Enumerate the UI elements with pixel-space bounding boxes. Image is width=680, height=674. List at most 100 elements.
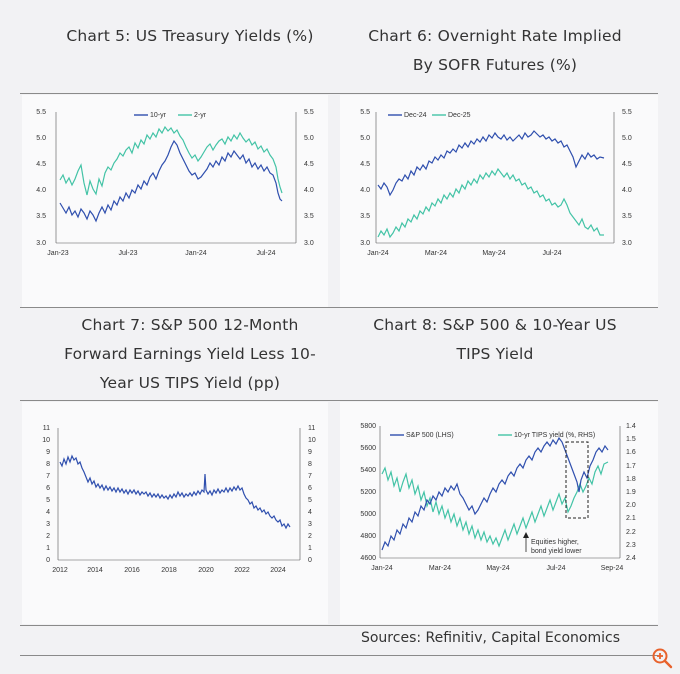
c7-yl-tick: 2 <box>46 533 50 540</box>
chart5-panel: 5.5 5.0 4.5 4.0 3.5 3.0 5.5 5.0 4.5 4.0 … <box>22 95 328 307</box>
c8-yl-tick: 5000 <box>360 511 376 518</box>
c6-yl-tick: 4.5 <box>360 161 370 168</box>
sources-note: Sources: Refinitiv, Capital Economics <box>360 630 620 646</box>
c6-yl-tick: 5.5 <box>360 109 370 116</box>
c5-yr-tick: 5.5 <box>304 109 314 116</box>
c6-yr-tick: 3.5 <box>622 213 632 220</box>
divider-top <box>20 93 658 94</box>
divider-bottom-2 <box>20 655 658 656</box>
c5-yl-tick: 5.0 <box>36 135 46 142</box>
c5-series-2yr <box>59 125 283 196</box>
c5-legend-2yr: 2-yr <box>194 112 207 119</box>
c8-y-left-ticks: 5800 5600 5400 5200 5000 4800 4600 <box>360 423 376 562</box>
c5-yl-tick: 3.0 <box>36 240 46 247</box>
c6-yr-tick: 5.5 <box>622 109 632 116</box>
chart8-panel: 5800 5600 5400 5200 5000 4800 4600 1.4 1… <box>340 402 658 624</box>
divider-middle-1 <box>20 307 658 308</box>
c8-yl-tick: 4600 <box>360 555 376 562</box>
c6-x-ticks: Jan-24 Mar-24 May-24 Jul-24 <box>367 250 561 257</box>
c7-yr-tick: 6 <box>308 485 312 492</box>
chart8-svg: 5800 5600 5400 5200 5000 4800 4600 1.4 1… <box>360 423 636 572</box>
c7-x-tick: 2020 <box>198 567 214 574</box>
c7-x-tick: 2018 <box>161 567 177 574</box>
divider-middle-2 <box>20 400 658 401</box>
chart7-title-line1: Chart 7: S&P 500 12-Month <box>81 316 299 334</box>
chart6-panel: 5.5 5.0 4.5 4.0 3.5 3.0 5.5 5.0 4.5 4.0 … <box>340 95 658 307</box>
c5-legend: 10-yr 2-yr <box>134 112 207 119</box>
c7-x-tick: 2024 <box>270 567 286 574</box>
c7-yr-tick: 7 <box>308 473 312 480</box>
chart5-svg: 5.5 5.0 4.5 4.0 3.5 3.0 5.5 5.0 4.5 4.0 … <box>36 109 314 257</box>
c8-x-ticks: Jan-24 Mar-24 May-24 Jul-24 Sep-24 <box>371 565 623 572</box>
c7-yl-tick: 9 <box>46 449 50 456</box>
c7-x-tick: 2014 <box>87 567 103 574</box>
c8-yr-tick: 1.6 <box>626 449 636 456</box>
c7-yr-tick: 0 <box>308 557 312 564</box>
c7-y-right-ticks: 11 10 9 8 7 6 5 4 3 2 1 0 <box>308 425 316 564</box>
chart5-y-left-ticks: 5.5 5.0 4.5 4.0 3.5 3.0 <box>36 109 46 247</box>
c8-yl-tick: 5800 <box>360 423 376 430</box>
c8-yr-tick: 2.0 <box>626 502 636 509</box>
c7-yl-tick: 8 <box>46 461 50 468</box>
c5-yr-tick: 3.0 <box>304 240 314 247</box>
chart8-title-line1: Chart 8: S&P 500 & 10-Year US <box>373 316 617 334</box>
c7-yr-tick: 5 <box>308 497 312 504</box>
c7-x-tick: 2016 <box>124 567 140 574</box>
c8-annotation: Equities higher, bond yield lower <box>523 532 582 555</box>
chart5-y-right-ticks: 5.5 5.0 4.5 4.0 3.5 3.0 <box>304 109 314 247</box>
c6-yl-tick: 4.0 <box>360 187 370 194</box>
c7-yr-tick: 11 <box>308 425 315 432</box>
chart8-title: Chart 8: S&P 500 & 10-Year US TIPS Yield <box>340 311 650 369</box>
c8-x-tick: Jan-24 <box>371 565 393 572</box>
c8-yr-tick: 1.9 <box>626 489 636 496</box>
c8-series-sp500 <box>381 436 609 551</box>
c8-yr-tick: 1.8 <box>626 476 636 483</box>
c5-yl-tick: 4.0 <box>36 187 46 194</box>
chart5-title: Chart 5: US Treasury Yields (%) <box>66 27 314 45</box>
c5-yl-tick: 5.5 <box>36 109 46 116</box>
c8-x-tick: May-24 <box>486 565 509 572</box>
c5-x-ticks: Jan-23 Jul-23 Jan-24 Jul-24 <box>47 250 275 257</box>
c7-yr-tick: 3 <box>308 521 312 528</box>
c8-annotation-line2: bond yield lower <box>531 548 582 555</box>
c5-x-tick: Jul-24 <box>256 250 275 257</box>
c7-x-tick: 2022 <box>234 567 250 574</box>
c5-x-tick: Jan-23 <box>47 250 69 257</box>
c7-yr-tick: 2 <box>308 533 312 540</box>
c7-yr-tick: 9 <box>308 449 312 456</box>
c5-series-10yr <box>59 139 283 223</box>
c8-yl-tick: 4800 <box>360 533 376 540</box>
c6-yl-tick: 3.0 <box>360 240 370 247</box>
c5-yl-tick: 4.5 <box>36 161 46 168</box>
c8-yr-tick: 1.7 <box>626 463 636 470</box>
chart7-title-line2: Forward Earnings Yield Less 10- <box>64 345 316 363</box>
c6-yl-tick: 3.5 <box>360 213 370 220</box>
c8-annotation-line1: Equities higher, <box>531 539 579 546</box>
chart6-title-line2: By SOFR Futures (%) <box>412 56 578 74</box>
c6-yr-tick: 3.0 <box>622 240 632 247</box>
chart7-panel: 11 10 9 8 7 6 5 4 3 2 1 0 11 10 9 8 7 6 … <box>22 402 328 624</box>
chart8-title-line2: TIPS Yield <box>456 345 534 363</box>
c7-yl-tick: 4 <box>46 509 50 516</box>
c6-yl-tick: 5.0 <box>360 135 370 142</box>
chart7-title: Chart 7: S&P 500 12-Month Forward Earnin… <box>20 311 360 398</box>
c7-x-ticks: 2012 2014 2016 2018 2020 2022 2024 <box>52 567 286 574</box>
c6-y-left-ticks: 5.5 5.0 4.5 4.0 3.5 3.0 <box>360 109 370 247</box>
c5-legend-10yr: 10-yr <box>150 112 167 119</box>
c7-yl-tick: 6 <box>46 485 50 492</box>
c7-yl-tick: 5 <box>46 497 50 504</box>
c6-x-tick: Mar-24 <box>425 250 447 257</box>
c5-yl-tick: 3.5 <box>36 213 46 220</box>
zoom-in-icon[interactable] <box>650 646 674 670</box>
c5-yr-tick: 5.0 <box>304 135 314 142</box>
c8-yl-tick: 5400 <box>360 467 376 474</box>
c6-series-dec24 <box>377 130 605 197</box>
c8-highlight-box <box>565 441 589 519</box>
c7-yl-tick: 10 <box>42 437 50 444</box>
c8-yr-tick: 1.5 <box>626 436 636 443</box>
c7-yl-tick: 3 <box>46 521 50 528</box>
c5-yr-tick: 4.0 <box>304 187 314 194</box>
c8-yr-tick: 2.2 <box>626 529 636 536</box>
c8-x-tick: Jul-24 <box>546 565 565 572</box>
c5-yr-tick: 3.5 <box>304 213 314 220</box>
